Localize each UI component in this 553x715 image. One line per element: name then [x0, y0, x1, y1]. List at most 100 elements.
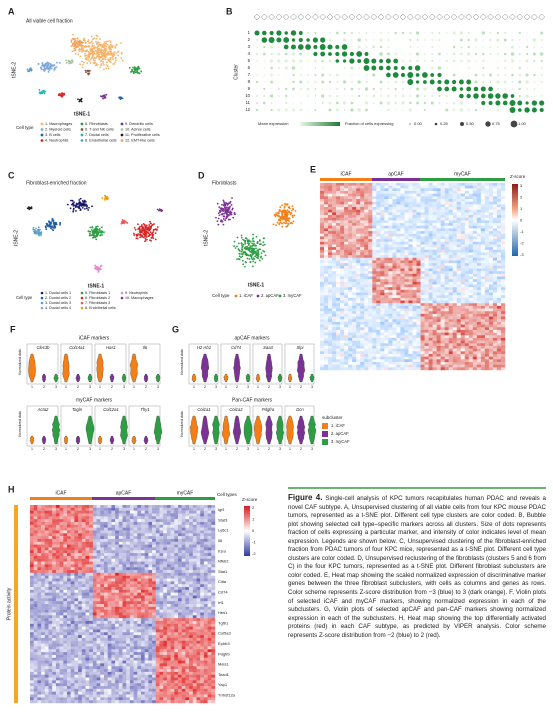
bubble: [489, 45, 492, 49]
legend-item: 3. B cells: [45, 133, 61, 137]
heatmap-cell: [484, 217, 490, 221]
heatmap-cell: [348, 321, 353, 325]
legend-swatch: [80, 301, 84, 305]
bubble: [387, 94, 390, 98]
heatmap-cell: [364, 255, 369, 258]
heatmap-cell: [344, 279, 349, 283]
bubble: [380, 95, 383, 97]
cell-point: [81, 63, 84, 66]
heatmap-cell: [332, 313, 337, 317]
bubble: [510, 94, 515, 98]
heatmap-cell: [324, 241, 329, 245]
heatmap-cell: [396, 244, 401, 248]
cell-point: [95, 37, 98, 40]
heatmap-cell: [404, 335, 409, 339]
heatmap-cell: [320, 196, 325, 200]
cell-point: [236, 258, 239, 261]
cell-point: [42, 68, 45, 71]
cell-point: [247, 242, 249, 245]
heatmap-cell: [376, 260, 381, 264]
bubble: [533, 88, 536, 90]
heatmap-cell: [444, 303, 449, 307]
heatmap-cell: [332, 220, 337, 224]
heatmap-cell: [408, 209, 413, 213]
bubble: [453, 95, 455, 97]
heatmap-cell: [388, 335, 393, 339]
heatmap-cell: [380, 297, 385, 301]
cell-point: [145, 224, 148, 227]
bubble: [512, 67, 513, 69]
cell-point: [154, 232, 157, 235]
legend-swatch: [80, 133, 84, 137]
cell-point: [101, 46, 104, 49]
legend-swatch: [40, 122, 44, 126]
heatmap-cell: [424, 233, 429, 237]
heatmap-cell: [432, 273, 437, 277]
cell-point: [234, 213, 236, 216]
bubble: [372, 39, 375, 41]
cell-point: [282, 209, 285, 212]
bubble: [453, 39, 455, 41]
heatmap-cell: [468, 225, 474, 229]
heatmap-cell: [404, 329, 409, 333]
heatmap-cell: [492, 239, 498, 242]
heatmap-cell: [332, 207, 337, 210]
cell-point: [256, 254, 259, 257]
heatmap-cell: [444, 199, 449, 202]
heatmap-cell: [324, 265, 329, 269]
heatmap-cell: [328, 303, 333, 307]
heatmap-cell: [324, 263, 329, 267]
heatmap-cell: [448, 300, 453, 304]
heatmap-cell: [376, 199, 381, 202]
bubble: [430, 66, 434, 70]
heatmap-cell: [400, 268, 405, 272]
heatmap-cell: [328, 193, 333, 197]
heatmap-cell: [400, 247, 405, 250]
cell-point: [233, 212, 236, 214]
heatmap-cell: [420, 313, 425, 317]
heatmap-cell: [416, 308, 421, 312]
heatmap-cell: [396, 223, 401, 226]
heatmap-cell: [456, 252, 461, 256]
gene-header-glyph: [312, 13, 319, 21]
heatmap-cell: [500, 327, 506, 331]
heatmap-cell: [404, 252, 409, 256]
heatmap-cell: [388, 212, 393, 216]
heatmap-cell: [420, 215, 425, 218]
heatmap-cell: [396, 300, 401, 304]
cell-point: [227, 214, 230, 216]
heatmap-cell: [496, 295, 502, 299]
heatmap-cell: [396, 249, 401, 253]
heatmap-cell: [384, 332, 389, 336]
heatmap-cell: [348, 193, 353, 197]
heatmap-cell: [424, 276, 429, 280]
cell-point: [103, 48, 106, 51]
cell-point: [120, 42, 123, 44]
heatmap-cell: [368, 217, 373, 221]
cell-point: [252, 233, 255, 236]
heatmap-cell: [408, 340, 413, 344]
heatmap-cell: [484, 191, 490, 194]
heatmap-cell: [448, 260, 453, 264]
heatmap-cell: [428, 225, 433, 229]
cell-point: [71, 44, 74, 47]
cell-point: [101, 58, 104, 61]
heatmap-cell: [460, 300, 465, 304]
heatmap-cell: [348, 292, 353, 296]
heatmap-cell: [496, 220, 502, 224]
heatmap-cell: [368, 196, 373, 200]
cell-point: [88, 60, 91, 63]
heatmap-cell: [416, 193, 421, 197]
heatmap-cell: [496, 188, 502, 192]
heatmap-cell: [404, 311, 409, 315]
heatmap-cell: [496, 247, 502, 250]
heatmap-cell: [484, 324, 490, 328]
heatmap-cell: [408, 271, 413, 275]
heatmap-cell: [320, 273, 325, 277]
heatmap-cell: [352, 284, 357, 288]
heatmap-cell: [380, 225, 385, 229]
heatmap-cell: [400, 332, 405, 336]
bubble: [365, 80, 368, 84]
cell-point: [96, 41, 99, 44]
heatmap-cell: [364, 281, 369, 285]
